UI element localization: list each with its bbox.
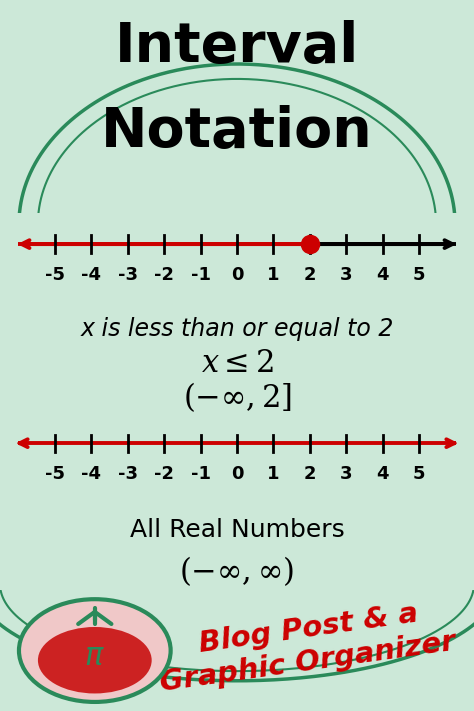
Text: -3: -3 <box>118 466 137 483</box>
Text: -5: -5 <box>45 466 64 483</box>
Ellipse shape <box>19 599 171 702</box>
Text: -2: -2 <box>154 267 174 284</box>
Text: All Real Numbers: All Real Numbers <box>129 518 345 542</box>
Text: 4: 4 <box>377 466 389 483</box>
Text: 3: 3 <box>340 466 353 483</box>
Text: 2: 2 <box>304 466 316 483</box>
Text: $\pi$: $\pi$ <box>84 642 105 671</box>
Text: $(-\infty, 2]$: $(-\infty, 2]$ <box>182 380 292 415</box>
Text: 1: 1 <box>267 267 280 284</box>
Text: 0: 0 <box>231 466 243 483</box>
Text: Interval: Interval <box>115 20 359 74</box>
Text: 3: 3 <box>340 267 353 284</box>
Text: 2: 2 <box>304 267 316 284</box>
Ellipse shape <box>38 627 152 693</box>
Text: Notation: Notation <box>101 105 373 159</box>
Text: -4: -4 <box>81 267 101 284</box>
Text: 4: 4 <box>377 267 389 284</box>
Text: 5: 5 <box>413 267 426 284</box>
Text: Graphic Organizer: Graphic Organizer <box>158 628 458 697</box>
Text: Blog Post & a: Blog Post & a <box>197 599 419 658</box>
Text: -3: -3 <box>118 267 137 284</box>
Text: -5: -5 <box>45 267 64 284</box>
Text: -1: -1 <box>191 267 210 284</box>
Text: -1: -1 <box>191 466 210 483</box>
Text: x is less than or equal to 2: x is less than or equal to 2 <box>80 317 394 341</box>
Text: 0: 0 <box>231 267 243 284</box>
Text: -2: -2 <box>154 466 174 483</box>
Text: 5: 5 <box>413 466 426 483</box>
Text: $(-\infty, \infty)$: $(-\infty, \infty)$ <box>179 555 295 588</box>
Text: $x \leq 2$: $x \leq 2$ <box>201 349 273 378</box>
Text: 1: 1 <box>267 466 280 483</box>
Text: -4: -4 <box>81 466 101 483</box>
